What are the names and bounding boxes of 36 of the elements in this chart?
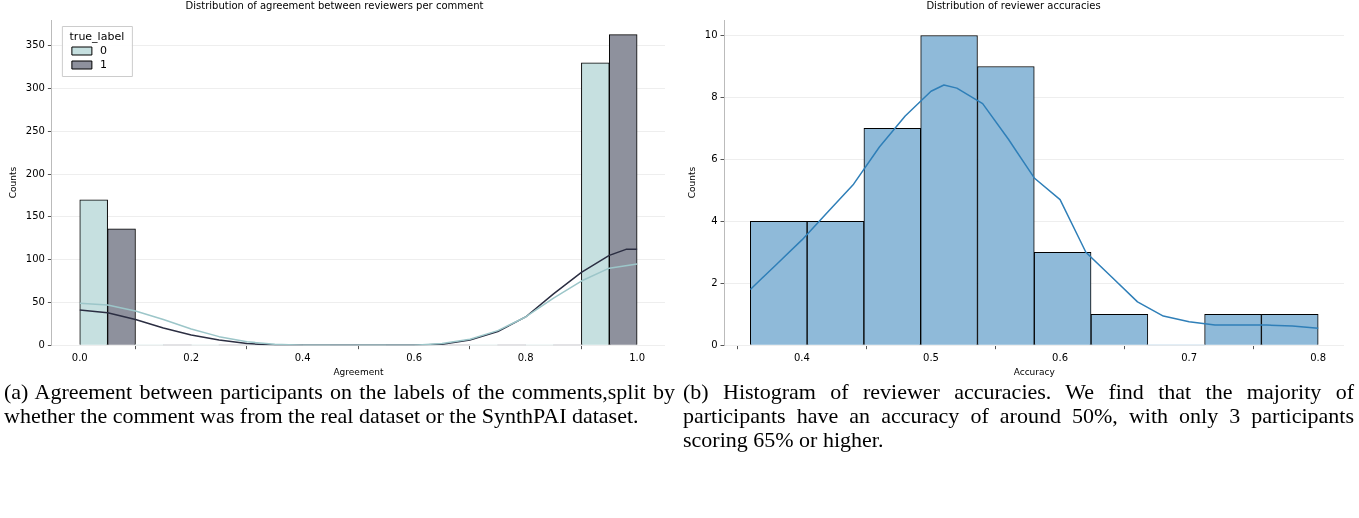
y-tick-label: 100 bbox=[25, 253, 45, 265]
y-tick-label: 6 bbox=[711, 152, 718, 164]
y-tick-label: 250 bbox=[25, 124, 45, 136]
x-tick-label: 0.4 bbox=[294, 351, 311, 363]
y-tick-label: 10 bbox=[704, 29, 718, 41]
y-tick-label: 300 bbox=[25, 82, 45, 94]
chart-title: Distribution of agreement between reviewers per comment bbox=[185, 0, 484, 11]
legend-label: 0 bbox=[99, 43, 107, 57]
x-tick-label: 0.8 bbox=[517, 351, 534, 363]
y-tick-label: 0 bbox=[38, 338, 45, 350]
x-tick-label: 0.6 bbox=[406, 351, 423, 363]
y-tick-label: 350 bbox=[25, 39, 45, 51]
x-tick-label: 0.8 bbox=[1310, 351, 1327, 363]
y-axis-title: Counts bbox=[7, 166, 18, 199]
x-tick-label: 0.7 bbox=[1181, 351, 1198, 363]
text: (a) Agreement between participants on the labels of the comments,split by whether the comment was from the real dataset or the SynthPAI dataset. bbox=[3, 378, 676, 428]
x-tick-label: 0.4 bbox=[794, 351, 810, 363]
legend-title: true_label bbox=[69, 29, 125, 43]
y-tick-label: 50 bbox=[32, 296, 45, 307]
x-axis-title: Agreement bbox=[333, 366, 384, 377]
y-tick-label: 200 bbox=[25, 167, 45, 179]
x-tick-label: 0.5 bbox=[923, 351, 939, 363]
y-tick-label: 0 bbox=[711, 338, 718, 350]
x-tick-label: 0.0 bbox=[71, 351, 88, 363]
y-tick-label: 4 bbox=[711, 214, 718, 226]
y-axis-title: Counts bbox=[686, 166, 697, 199]
x-axis-title: Accuracy bbox=[1013, 366, 1056, 377]
x-tick-label: 0.6 bbox=[1052, 351, 1069, 363]
x-tick-label: 0.2 bbox=[183, 351, 200, 363]
y-tick-label: 8 bbox=[711, 91, 718, 103]
text: (b) Histogram of reviewer accuracies. We find that the majority of participants have an accuracy of around 50%, with only 3 participants scoring 65% or higher. bbox=[682, 378, 1355, 452]
x-tick-label: 1.0 bbox=[629, 351, 646, 363]
legend-label: 1 bbox=[99, 57, 107, 71]
chart-title: Distribution of reviewer accuracies bbox=[926, 0, 1101, 11]
y-tick-label: 2 bbox=[711, 276, 718, 288]
y-tick-label: 150 bbox=[25, 210, 45, 222]
